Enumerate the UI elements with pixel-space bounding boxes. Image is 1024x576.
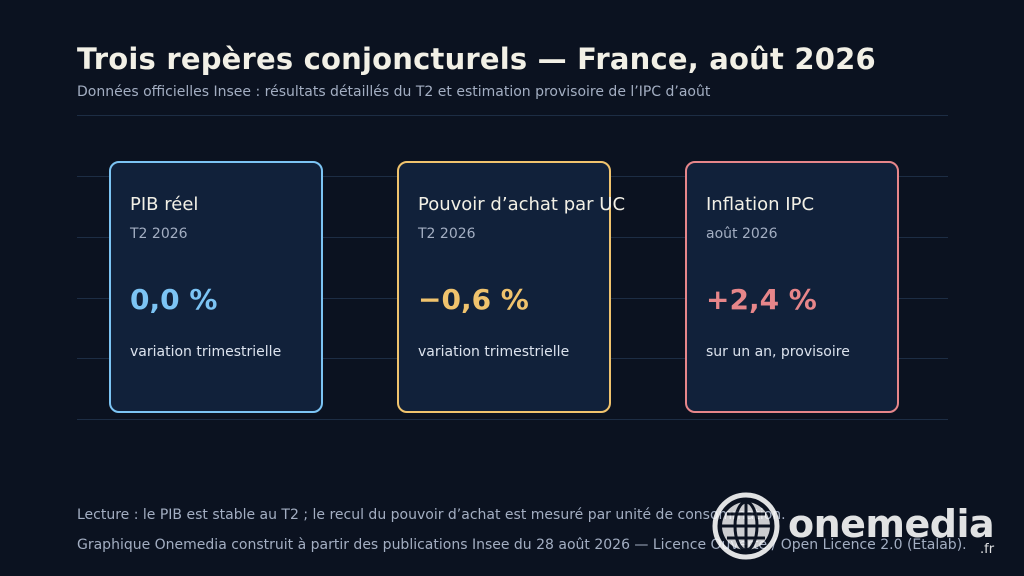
kpi-period: T2 2026 xyxy=(418,226,476,242)
kpi-period: août 2026 xyxy=(706,226,778,242)
page-title: Trois repères conjoncturels — France, ao… xyxy=(77,42,876,76)
kpi-label: Inflation IPC xyxy=(706,194,815,215)
page-subtitle: Données officielles Insee : résultats dé… xyxy=(77,84,711,100)
logo-wordmark: onemedia xyxy=(788,502,995,546)
logo-tld: .fr xyxy=(980,542,995,557)
kpi-value: −0,6 % xyxy=(418,283,529,316)
kpi-note: variation trimestrielle xyxy=(418,344,570,360)
kpi-label: PIB réel xyxy=(130,194,199,215)
header-divider xyxy=(77,115,948,116)
kpi-value: 0,0 % xyxy=(130,283,218,316)
globe-icon xyxy=(712,492,780,560)
kpi-note: variation trimestrielle xyxy=(130,344,282,360)
reading-note: Lecture : le PIB est stable au T2 ; le r… xyxy=(77,507,786,523)
kpi-card-pouvoir-achat: Pouvoir d’achat par UC T2 2026 −0,6 % va… xyxy=(397,161,625,413)
onemedia-logo: onemedia .fr xyxy=(710,490,1010,560)
kpi-period: T2 2026 xyxy=(130,226,188,242)
kpi-note: sur un an, provisoire xyxy=(706,344,850,360)
grid-line xyxy=(77,419,948,420)
kpi-value: +2,4 % xyxy=(706,283,817,316)
kpi-label: Pouvoir d’achat par UC xyxy=(418,194,626,215)
kpi-card-inflation: Inflation IPC août 2026 +2,4 % sur un an… xyxy=(685,161,899,413)
kpi-card-pib: PIB réel T2 2026 0,0 % variation trimest… xyxy=(109,161,323,413)
